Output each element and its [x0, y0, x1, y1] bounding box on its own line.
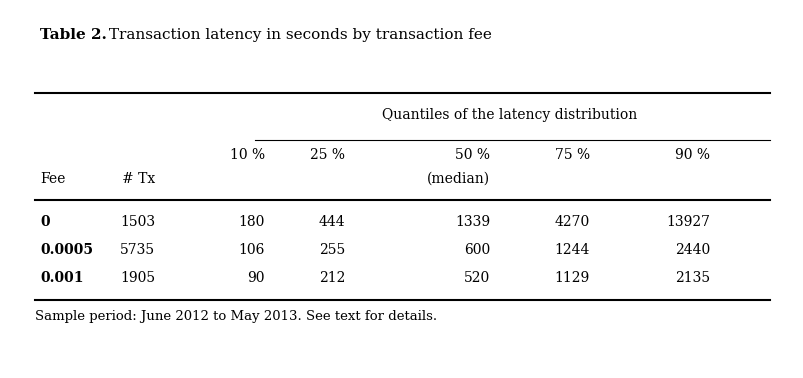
Text: 10 %: 10 %	[230, 148, 265, 162]
Text: 2135: 2135	[674, 271, 709, 285]
Text: Fee: Fee	[40, 172, 65, 186]
Text: 106: 106	[238, 243, 265, 257]
Text: Transaction latency in seconds by transaction fee: Transaction latency in seconds by transa…	[104, 28, 491, 42]
Text: 255: 255	[318, 243, 344, 257]
Text: Quantiles of the latency distribution: Quantiles of the latency distribution	[382, 108, 637, 122]
Text: 90: 90	[247, 271, 265, 285]
Text: (median): (median)	[426, 172, 489, 186]
Text: 5735: 5735	[120, 243, 155, 257]
Text: # Tx: # Tx	[121, 172, 155, 186]
Text: Table 2.: Table 2.	[40, 28, 107, 42]
Text: 0.0005: 0.0005	[40, 243, 93, 257]
Text: 90 %: 90 %	[675, 148, 709, 162]
Text: 13927: 13927	[665, 215, 709, 229]
Text: 600: 600	[463, 243, 489, 257]
Text: 75 %: 75 %	[554, 148, 589, 162]
Text: 180: 180	[238, 215, 265, 229]
Text: 212: 212	[318, 271, 344, 285]
Text: 4270: 4270	[554, 215, 589, 229]
Text: 1129: 1129	[554, 271, 589, 285]
Text: 50 %: 50 %	[454, 148, 489, 162]
Text: Sample period: June 2012 to May 2013. See text for details.: Sample period: June 2012 to May 2013. Se…	[35, 310, 437, 323]
Text: 1244: 1244	[554, 243, 589, 257]
Text: 0: 0	[40, 215, 50, 229]
Text: 25 %: 25 %	[310, 148, 344, 162]
Text: 1905: 1905	[120, 271, 155, 285]
Text: 444: 444	[318, 215, 344, 229]
Text: 1503: 1503	[120, 215, 155, 229]
Text: 1339: 1339	[454, 215, 489, 229]
Text: 0.001: 0.001	[40, 271, 84, 285]
Text: 520: 520	[463, 271, 489, 285]
Text: 2440: 2440	[674, 243, 709, 257]
